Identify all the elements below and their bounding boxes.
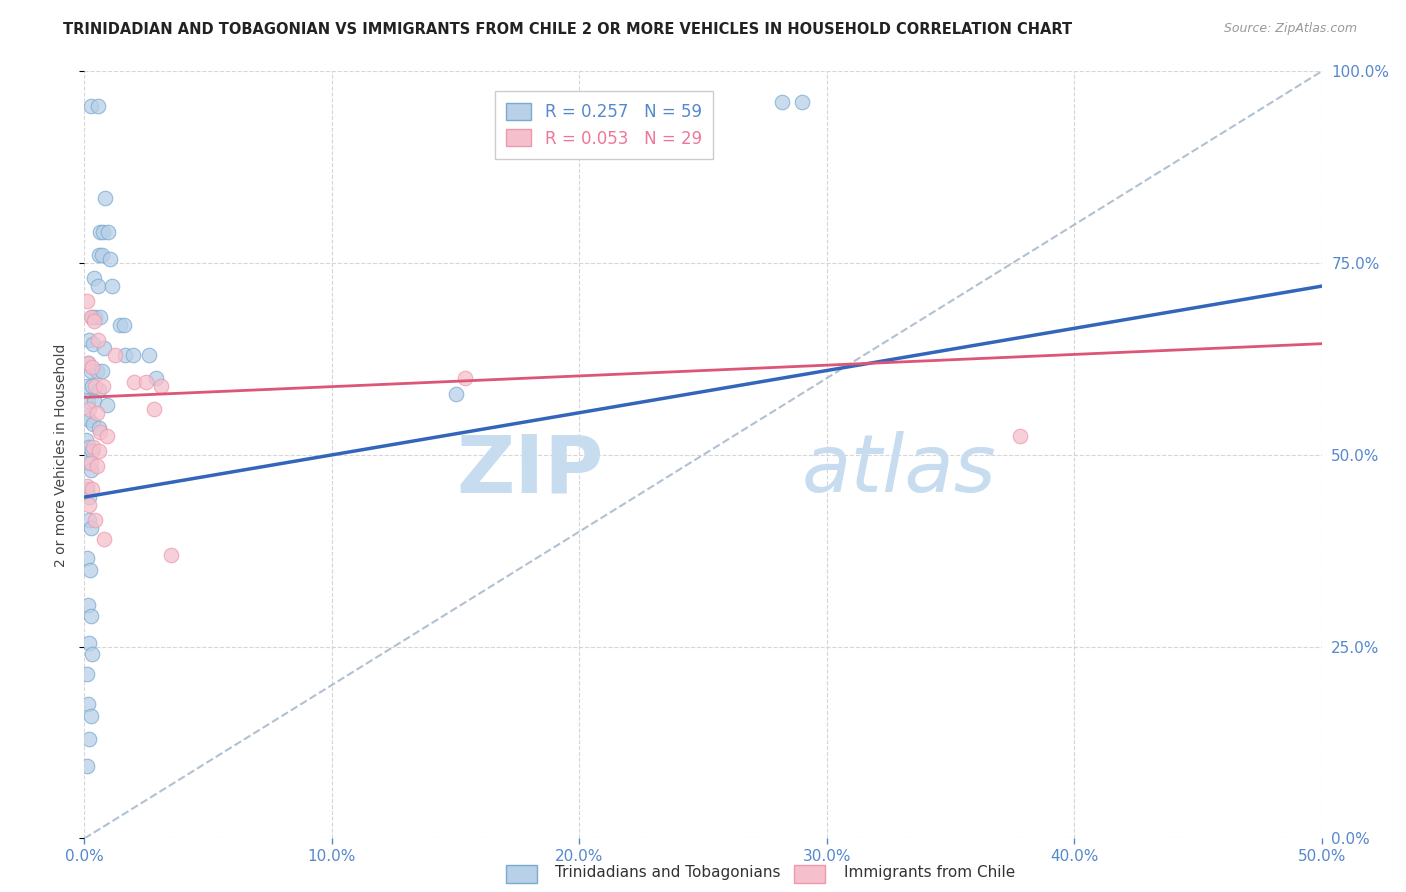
Point xyxy=(77,698,100,712)
Point xyxy=(77,356,100,370)
Point xyxy=(1008,429,1031,443)
Point xyxy=(89,248,111,262)
Point xyxy=(79,490,101,504)
Point xyxy=(770,95,793,109)
Point xyxy=(87,99,110,113)
Point xyxy=(76,551,98,566)
Point xyxy=(84,310,107,324)
Point xyxy=(86,363,108,377)
Text: atlas: atlas xyxy=(801,431,997,509)
Text: ZIP: ZIP xyxy=(457,431,605,509)
Point xyxy=(84,513,107,527)
Point xyxy=(76,294,98,309)
Point xyxy=(77,513,100,527)
Point xyxy=(75,433,97,447)
Point xyxy=(145,371,167,385)
Point xyxy=(89,444,111,458)
Point xyxy=(97,226,120,240)
Point xyxy=(114,348,136,362)
Point xyxy=(104,348,127,362)
Point xyxy=(790,95,813,109)
Point xyxy=(86,459,108,474)
Point xyxy=(80,483,103,497)
Point xyxy=(89,421,111,435)
Point xyxy=(79,363,101,377)
Point xyxy=(444,386,467,401)
Point xyxy=(77,394,100,409)
Point xyxy=(138,348,160,362)
Point xyxy=(91,226,114,240)
Point xyxy=(76,758,98,772)
Point xyxy=(76,379,98,393)
Point xyxy=(80,444,103,458)
Point xyxy=(79,498,101,512)
Point xyxy=(83,313,105,327)
Point xyxy=(79,731,101,746)
Point xyxy=(89,226,111,240)
Point xyxy=(79,401,101,416)
Point xyxy=(93,533,115,547)
Point xyxy=(79,609,101,624)
Point xyxy=(87,279,110,293)
Point xyxy=(77,598,100,612)
Point xyxy=(83,271,105,285)
Point xyxy=(86,406,108,420)
Point xyxy=(89,383,111,397)
Point xyxy=(121,348,143,362)
Point xyxy=(79,99,101,113)
Point xyxy=(77,456,100,470)
Point xyxy=(98,252,121,267)
Point xyxy=(79,463,101,477)
Point xyxy=(160,548,183,562)
Point xyxy=(80,379,103,393)
Point xyxy=(79,456,101,470)
Point xyxy=(79,563,101,577)
Point xyxy=(122,375,145,389)
Point xyxy=(82,440,104,454)
Point xyxy=(83,394,105,409)
Point xyxy=(142,401,165,416)
Point xyxy=(93,341,115,355)
Text: Trinidadians and Tobagonians: Trinidadians and Tobagonians xyxy=(555,865,780,880)
Point xyxy=(76,409,98,424)
Point xyxy=(80,648,103,662)
Point xyxy=(76,483,98,497)
Point xyxy=(84,379,107,393)
Point xyxy=(90,248,112,262)
Point xyxy=(79,413,101,427)
Point xyxy=(110,318,132,332)
Point xyxy=(135,375,157,389)
Point xyxy=(76,478,98,492)
Point xyxy=(91,379,114,393)
Point xyxy=(77,440,100,454)
Text: Source: ZipAtlas.com: Source: ZipAtlas.com xyxy=(1223,22,1357,36)
Point xyxy=(94,191,117,205)
Point xyxy=(150,379,173,393)
Point xyxy=(80,521,103,535)
Point xyxy=(96,398,118,412)
Point xyxy=(89,425,111,439)
Point xyxy=(77,356,100,370)
Point xyxy=(80,310,103,324)
Point xyxy=(79,708,101,723)
Point xyxy=(79,310,101,324)
Point xyxy=(82,336,104,351)
Legend: R = 0.257   N = 59, R = 0.053   N = 29: R = 0.257 N = 59, R = 0.053 N = 29 xyxy=(495,91,713,159)
Point xyxy=(100,279,122,293)
Point xyxy=(112,318,135,332)
Point xyxy=(80,359,103,374)
Y-axis label: 2 or more Vehicles in Household: 2 or more Vehicles in Household xyxy=(55,343,69,566)
Point xyxy=(96,429,118,443)
Point xyxy=(82,417,104,432)
Point xyxy=(454,371,477,385)
Point xyxy=(89,310,111,324)
Point xyxy=(87,333,110,347)
Point xyxy=(76,666,98,681)
Text: Immigrants from Chile: Immigrants from Chile xyxy=(844,865,1015,880)
Point xyxy=(90,363,112,377)
Point xyxy=(79,333,101,347)
Text: TRINIDADIAN AND TOBAGONIAN VS IMMIGRANTS FROM CHILE 2 OR MORE VEHICLES IN HOUSEH: TRINIDADIAN AND TOBAGONIAN VS IMMIGRANTS… xyxy=(63,22,1073,37)
Point xyxy=(77,636,100,650)
